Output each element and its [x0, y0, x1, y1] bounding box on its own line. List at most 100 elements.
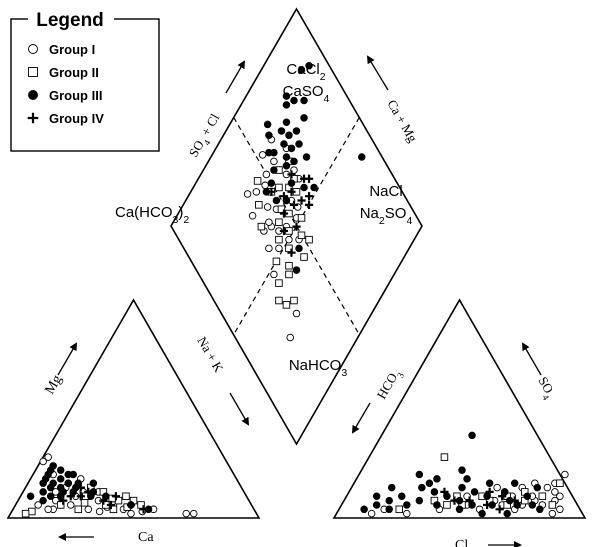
legend-marker-group-i	[28, 44, 38, 54]
legend-label-group-iii: Group III	[49, 88, 102, 103]
anion-triangle-point-group-iii	[398, 492, 406, 501]
cation-triangle-point-group-i	[44, 505, 52, 514]
diamond-point-group-ii	[290, 296, 298, 305]
cation-triangle-point-group-i	[39, 457, 47, 466]
diamond-point-group-iv	[304, 192, 314, 201]
cation-triangle-point-group-iii	[39, 488, 47, 496]
anion-triangle-point-group-iv	[498, 492, 507, 501]
anion-triangle-point-group-iii	[403, 501, 411, 509]
anion-triangle-point-group-iii	[533, 483, 542, 492]
anion-triangle-point-group-iv	[485, 487, 494, 497]
diamond-point-group-ii	[253, 177, 262, 185]
cation-triangle-point-group-iii	[46, 483, 55, 492]
anion-triangle-point-group-iii	[360, 505, 368, 514]
cation-triangle-point-group-i	[127, 509, 135, 518]
cation-triangle-point-group-i	[66, 501, 75, 509]
cation-triangle-point-group-iv	[84, 487, 93, 497]
diamond-point-group-ii	[255, 201, 263, 209]
diamond-outline	[170, 7, 423, 446]
facies-divider-2	[233, 117, 360, 335]
diamond-point-group-iii	[300, 183, 308, 192]
cl-axis: Cl	[455, 538, 522, 547]
diamond-point-group-iii	[282, 92, 291, 100]
legend-marker-group-ii	[28, 67, 38, 77]
cation-triangle-point-group-i	[182, 509, 190, 518]
anion-triangle-point-group-iii	[458, 483, 466, 492]
anion-triangle-point-group-iv	[483, 500, 492, 510]
anion-triangle-point-group-i	[543, 483, 552, 492]
so4-axis-label: SO4	[532, 374, 559, 402]
anion-triangle-point-group-iii	[458, 466, 466, 474]
diamond-point-group-i	[285, 235, 293, 244]
legend-label-group-i: Group I	[49, 42, 95, 57]
diamond-point-group-iii	[305, 61, 313, 70]
diamond-point-group-iii	[287, 179, 296, 187]
cation-triangle-point-group-iv	[126, 500, 136, 510]
cation-triangle-point-group-i	[84, 505, 93, 514]
diamond-point-group-iii	[277, 127, 286, 135]
anion-triangle-point-group-iii	[385, 496, 393, 505]
so4cl-axis: SO4 + Cl	[186, 60, 246, 162]
nak-axis: Na + K	[194, 334, 250, 426]
diamond-point-group-ii	[275, 296, 283, 305]
diamond-point-group-iii	[285, 131, 293, 140]
diamond-point-group-iii	[290, 157, 298, 166]
anion-triangle-point-group-iii	[372, 501, 381, 509]
diamond-point-group-iv	[287, 248, 296, 257]
diamond-point-group-ii	[275, 235, 283, 244]
diamond-point-group-iii	[297, 66, 306, 74]
cation-triangle-point-group-iii	[89, 479, 98, 487]
diamond-point-group-iv	[289, 200, 299, 209]
diamond-point-group-iii	[300, 96, 308, 105]
diamond-point-group-iii	[265, 131, 273, 140]
anion-triangle-point-group-ii	[440, 453, 449, 461]
diamond-point-group-iv	[297, 196, 306, 205]
cation-triangle-point-group-iii	[56, 475, 65, 483]
diamond-point-group-iv	[279, 192, 289, 201]
cation-triangle-point-group-iii	[59, 488, 67, 496]
so4cl-axis-label: SO4 + Cl	[186, 111, 226, 162]
facies-nahco3: NaHCO3	[289, 357, 348, 379]
diamond-point-group-i	[275, 244, 283, 253]
anion-triangle-point-group-iii	[425, 479, 434, 487]
legend-label-group-iv: Group IV	[49, 111, 104, 126]
anion-triangle-point-group-iii	[385, 505, 393, 514]
anion-triangle-point-group-i	[556, 492, 564, 501]
legend-marker-group-iii	[28, 90, 38, 100]
diamond-points	[243, 61, 366, 342]
diamond-point-group-ii	[297, 214, 306, 222]
facies-caso4: CaSO4	[283, 83, 330, 105]
diamond-point-group-ii	[275, 279, 283, 287]
cation-triangle-point-group-i	[189, 509, 198, 518]
anion-triangle-point-group-iii	[463, 475, 471, 483]
so4-axis: SO4	[521, 342, 559, 402]
cation-triangle-point-group-iv	[99, 496, 108, 505]
diamond-point-group-iii	[270, 166, 278, 174]
diamond-point-group-iii	[310, 183, 318, 192]
legend-entries: Group I Group II Group III Group IV	[27, 42, 104, 126]
diamond-point-group-iii	[295, 140, 303, 148]
anion-triangle-point-group-ii	[548, 501, 557, 509]
diamond-point-group-ii	[275, 218, 283, 227]
anion-triangle-point-group-i	[403, 509, 411, 518]
diamond-point-group-i	[262, 170, 271, 179]
cation-triangle-point-group-i	[44, 453, 52, 461]
diamond-point-group-iv	[267, 187, 276, 196]
anion-triangle-point-group-i	[556, 505, 564, 514]
anion-triangle-point-group-iii	[387, 483, 396, 492]
cation-triangle-outline	[6, 298, 261, 519]
diamond-point-group-iii	[282, 153, 291, 161]
anion-triangle-point-group-iv	[465, 496, 474, 505]
anion-triangle-point-group-i	[493, 483, 501, 492]
diamond-point-group-ii	[297, 231, 306, 240]
diamond-point-group-iii	[300, 114, 308, 122]
anion-triangle-point-group-ii	[538, 492, 547, 501]
ca-axis-label: Ca	[138, 530, 154, 545]
legend-title: Legend	[36, 10, 104, 31]
diamond-point-group-i	[286, 333, 294, 342]
diamond-point-group-ii	[300, 253, 308, 261]
anion-triangle-point-group-iii	[468, 431, 476, 440]
anion-triangle-point-group-iii	[503, 509, 511, 518]
cation-triangle-point-group-iii	[26, 492, 35, 501]
